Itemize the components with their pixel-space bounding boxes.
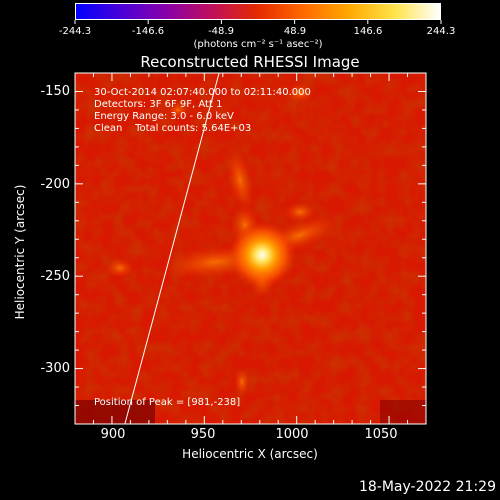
plot-title: Reconstructed RHESSI Image bbox=[140, 53, 360, 71]
x-tick-label: 900 bbox=[100, 427, 126, 442]
colorbar-tick-label: -244.3 bbox=[58, 26, 92, 37]
y-tick-label: -300 bbox=[40, 361, 70, 376]
x-tick-label: 1000 bbox=[275, 427, 309, 442]
y-tick-label: -200 bbox=[40, 177, 70, 192]
peak-source bbox=[228, 221, 296, 289]
colorbar-tick-label: 244.3 bbox=[426, 26, 456, 37]
colorbar-tick-label: -48.9 bbox=[208, 26, 234, 37]
clean-counts-text: Clean Total counts: 5.64E+03 bbox=[94, 123, 252, 134]
heatmap-image bbox=[75, 73, 426, 424]
colorbar-tick-label: -146.6 bbox=[131, 26, 165, 37]
y-axis-label: Heliocentric Y (arcsec) bbox=[13, 184, 27, 320]
detectors-text: Detectors: 3F 6F 9F, Att 1 bbox=[94, 99, 223, 110]
x-tick-label: 950 bbox=[190, 427, 216, 442]
peak-position-text: Position of Peak = [981,-238] bbox=[94, 397, 241, 408]
energy-range-text: Energy Range: 3.0 - 6.0 keV bbox=[94, 111, 234, 122]
colorbar bbox=[75, 3, 441, 20]
y-tick-label: -250 bbox=[40, 269, 70, 284]
timestamp: 18-May-2022 21:29 bbox=[358, 479, 496, 495]
colorbar-ticks bbox=[74, 20, 442, 24]
axis-ticks bbox=[74, 72, 427, 425]
plot-frame bbox=[74, 72, 427, 425]
y-tick-label: -150 bbox=[40, 84, 70, 99]
time-range-text: 30-Oct-2014 02:07:40.000 to 02:11:40.000 bbox=[94, 87, 311, 98]
colorbar-tick-label: 48.9 bbox=[283, 26, 307, 37]
colorbar-units: (photons cm⁻² s⁻¹ asec⁻²) bbox=[193, 39, 323, 50]
solar-limb-line bbox=[124, 72, 220, 425]
x-axis-label: Heliocentric X (arcsec) bbox=[182, 447, 318, 461]
colorbar-tick-label: 146.6 bbox=[353, 26, 383, 37]
x-tick-label: 1050 bbox=[364, 427, 398, 442]
